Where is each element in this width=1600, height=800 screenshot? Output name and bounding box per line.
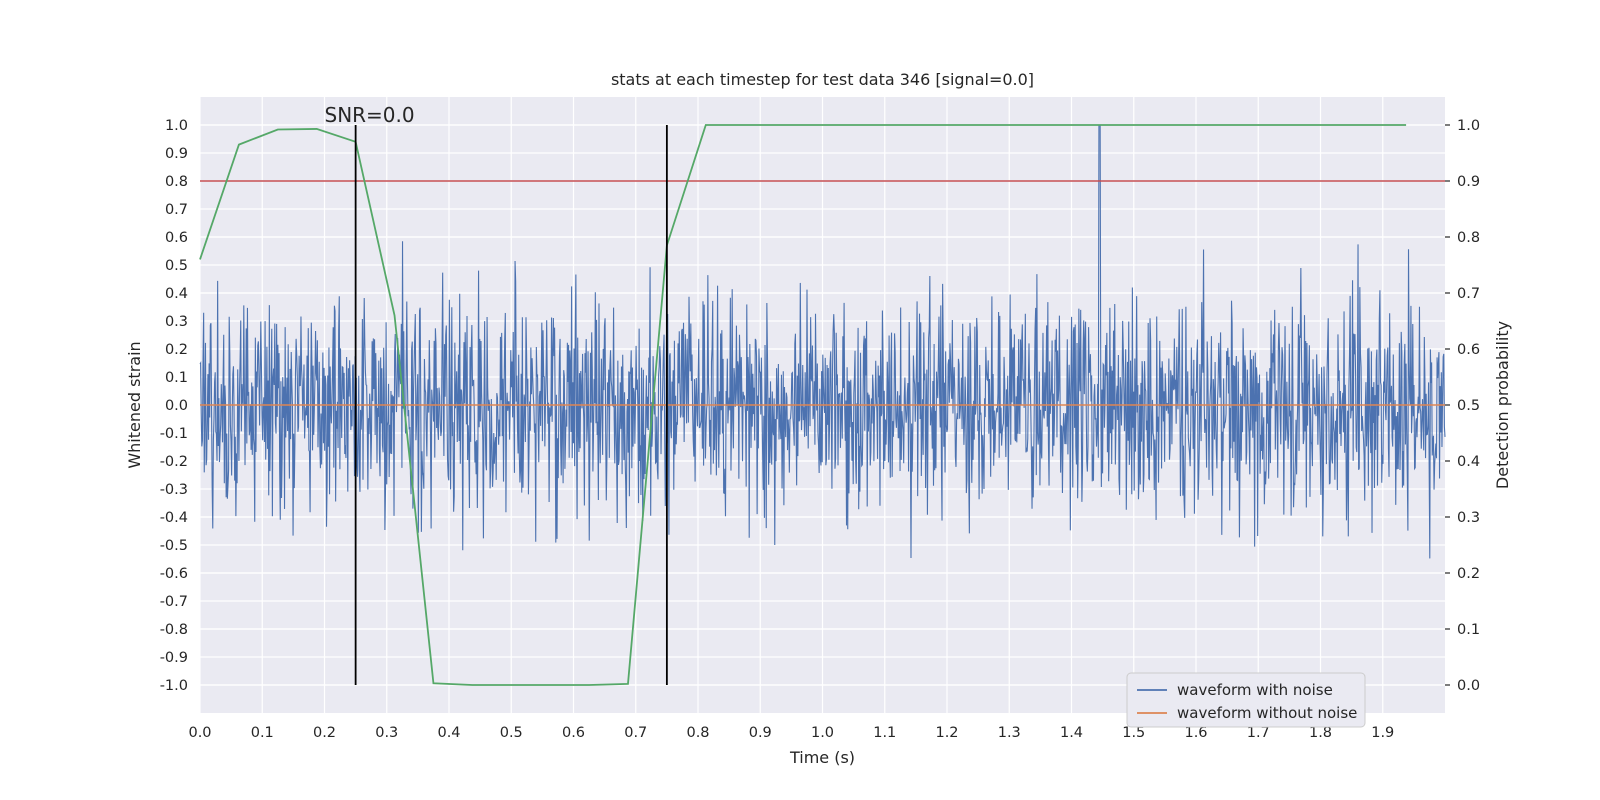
chart-title: stats at each timestep for test data 346… (611, 70, 1034, 89)
x-tick-label: 0.1 (251, 725, 274, 741)
x-tick-label: 0.6 (562, 725, 585, 741)
y-left-tick-label: -0.9 (160, 650, 188, 666)
x-tick-label: 0.4 (437, 725, 460, 741)
x-axis-ticks: 0.0 0.1 0.2 0.3 0.4 0.5 0.6 0.7 0.8 0.9 1.0 1.1 1.2 1… (188, 725, 1394, 741)
y-left-tick-label: 0.2 (165, 342, 188, 358)
y-right-tick-label: 0.9 (1457, 174, 1480, 190)
y-left-tick-label: 0.5 (165, 258, 188, 274)
y-left-tick-label: 0.9 (165, 146, 188, 162)
y-left-tick-label: -0.4 (160, 510, 188, 526)
y-right-tick-label: 0.7 (1457, 286, 1480, 302)
y-left-tick-label: -0.2 (160, 454, 188, 470)
y-axis-right-ticks: 1.0 0.9 0.8 0.7 0.6 0.5 0.4 0.3 0.2 0.1 0.0 (1445, 118, 1480, 694)
y-right-tick-label: 0.8 (1457, 230, 1480, 246)
x-tick-label: 1.8 (1309, 725, 1332, 741)
y-left-tick-label: -0.8 (160, 622, 188, 638)
y-left-tick-label: -0.6 (160, 566, 188, 582)
y-left-tick-label: -0.1 (160, 426, 188, 442)
legend: waveform with noise waveform without noi… (1126, 672, 1366, 728)
y-left-tick-label: 0.3 (165, 314, 188, 330)
x-tick-label: 1.4 (1060, 725, 1083, 741)
x-axis-label: Time (s) (789, 748, 855, 767)
x-tick-label: 0.9 (749, 725, 772, 741)
x-tick-label: 0.5 (500, 725, 523, 741)
y-right-tick-label: 0.0 (1457, 678, 1480, 694)
y-right-tick-label: 0.1 (1457, 622, 1480, 638)
x-tick-label: 0.7 (624, 725, 647, 741)
x-tick-label: 1.1 (873, 725, 896, 741)
y-axis-right-label: Detection probability (1493, 321, 1512, 489)
x-tick-label: 0.0 (188, 725, 211, 741)
y-right-tick-label: 0.4 (1457, 454, 1480, 470)
y-right-tick-label: 0.5 (1457, 398, 1480, 414)
x-tick-label: 0.2 (313, 725, 336, 741)
x-tick-label: 0.8 (686, 725, 709, 741)
y-right-tick-label: 0.3 (1457, 510, 1480, 526)
y-right-tick-label: 0.6 (1457, 342, 1480, 358)
y-left-tick-label: 0.0 (165, 398, 188, 414)
probability-line (199, 124, 1407, 686)
noise-waveform (199, 124, 1446, 559)
x-tick-label: 1.3 (998, 725, 1021, 741)
y-axis-left-label: Whitened strain (125, 341, 144, 468)
y-left-tick-label: 1.0 (165, 118, 188, 134)
y-left-tick-label: 0.1 (165, 370, 188, 386)
x-tick-label: 0.3 (375, 725, 398, 741)
noise-line (199, 124, 1446, 559)
legend-label-clean: waveform without noise (1177, 704, 1357, 722)
snr-annotation: SNR=0.0 (325, 103, 415, 127)
x-tick-label: 1.9 (1371, 725, 1394, 741)
y-left-tick-label: 0.4 (165, 286, 188, 302)
y-left-tick-label: 0.6 (165, 230, 188, 246)
probability-series (199, 124, 1407, 686)
y-axis-left-ticks: 1.0 0.9 0.8 0.7 0.6 0.5 0.4 0.3 0.2 0.1 0.0 -0.1 -0.… (160, 118, 188, 694)
legend-label-noise: waveform with noise (1177, 681, 1333, 699)
x-tick-label: 1.0 (811, 725, 834, 741)
legend-box (1126, 672, 1366, 728)
y-right-tick-label: 0.2 (1457, 566, 1480, 582)
y-right-tick-label: 1.0 (1457, 118, 1480, 134)
y-left-tick-label: -0.5 (160, 538, 188, 554)
x-tick-label: 1.7 (1247, 725, 1270, 741)
y-left-tick-label: -1.0 (160, 678, 188, 694)
x-tick-label: 1.6 (1184, 725, 1207, 741)
y-left-tick-label: -0.7 (160, 594, 188, 610)
y-left-tick-label: 0.7 (165, 202, 188, 218)
event-markers (354, 125, 668, 685)
y-left-tick-label: 0.8 (165, 174, 188, 190)
x-tick-label: 1.2 (935, 725, 958, 741)
x-tick-label: 1.5 (1122, 725, 1145, 741)
y-left-tick-label: -0.3 (160, 482, 188, 498)
